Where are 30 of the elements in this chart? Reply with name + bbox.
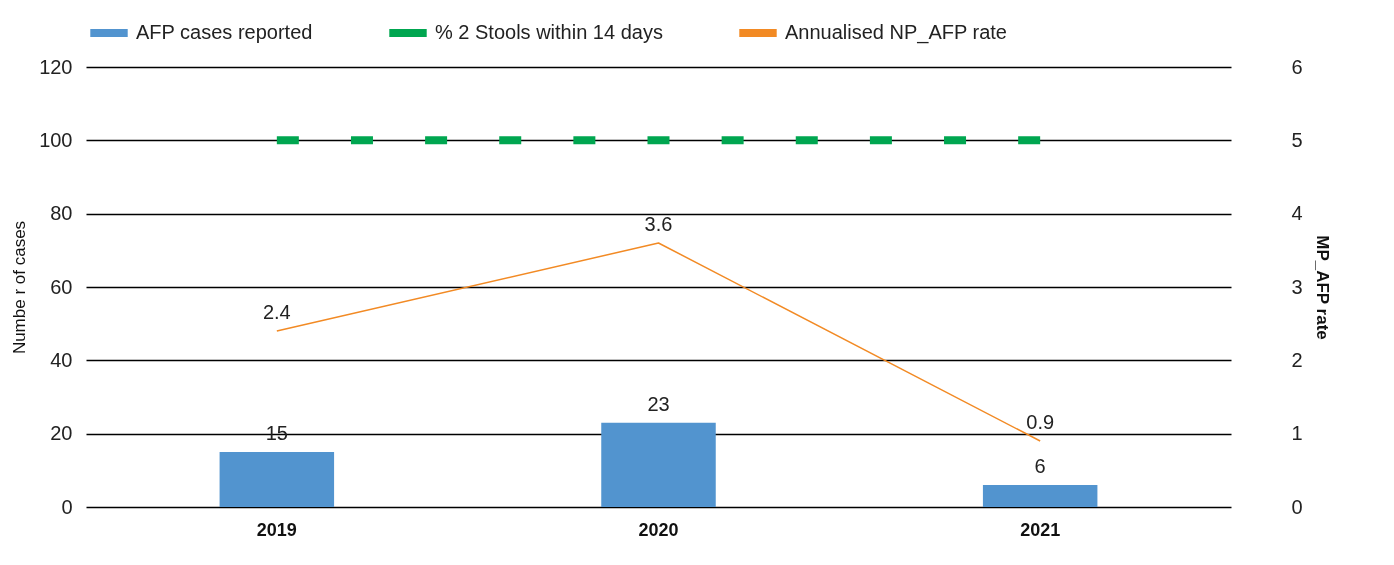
y-tick-label: 40 — [50, 348, 73, 371]
bar — [219, 452, 335, 507]
y2-tick-label: 5 — [1291, 128, 1303, 151]
legend-label: AFP cases reported — [136, 21, 313, 43]
data-label: 3.6 — [644, 213, 673, 235]
y-tick-label: 0 — [61, 495, 73, 518]
y2-tick-label: 1 — [1291, 422, 1303, 445]
y-tick-label: 20 — [50, 422, 73, 445]
y-tick-label: 120 — [39, 55, 73, 78]
y-tick-label: 100 — [39, 128, 73, 151]
bar — [982, 485, 1098, 507]
y2-tick-label: 2 — [1291, 348, 1303, 371]
y2-tick-label: 4 — [1291, 202, 1303, 225]
data-label: 23 — [647, 392, 670, 415]
y-tick-label: 60 — [50, 275, 73, 298]
y2-axis-title: MP_AFP rate — [1312, 235, 1332, 340]
y-axis-title: Numbe r of cases — [10, 220, 30, 355]
legend-label: Annualised NP_AFP rate — [785, 21, 1007, 44]
data-label: 6 — [1034, 455, 1046, 477]
x-tick-label: 2021 — [1020, 519, 1061, 540]
y2-tick-label: 3 — [1291, 275, 1303, 298]
bar — [601, 422, 716, 507]
y2-tick-label: 6 — [1291, 55, 1303, 78]
y-tick-label: 80 — [50, 202, 73, 225]
data-label: 2.4 — [262, 301, 291, 323]
data-label: 0.9 — [1026, 411, 1055, 433]
x-tick-label: 2019 — [256, 519, 297, 540]
legend-label: % 2 Stools within 14 days — [435, 21, 663, 43]
y2-tick-label: 0 — [1291, 495, 1303, 518]
x-tick-label: 2020 — [638, 519, 679, 540]
